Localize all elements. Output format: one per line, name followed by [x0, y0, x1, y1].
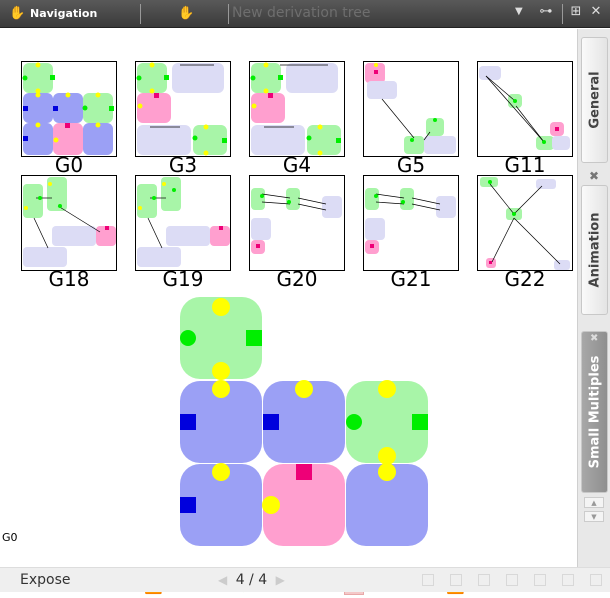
tab-general[interactable]: General [581, 37, 608, 163]
next-page-icon[interactable]: ▶ [275, 573, 285, 587]
hand-tool-icon[interactable]: ✋ [178, 6, 195, 21]
node-pink [263, 464, 345, 546]
thumbnail-label: G22 [504, 267, 546, 291]
link-icon[interactable]: ⊶ [539, 4, 553, 19]
node-green [180, 297, 262, 379]
thumbnail-g18[interactable] [21, 175, 117, 271]
expose-label[interactable]: Expose [20, 572, 71, 588]
thumbnail-label: G4 [282, 153, 312, 177]
derivation-tree-input[interactable]: New derivation tree [232, 5, 371, 21]
layout-icon[interactable] [506, 574, 518, 586]
thumbnail-g22[interactable] [477, 175, 573, 271]
node-green [346, 381, 428, 463]
thumbnail-label: G0 [54, 153, 84, 177]
thumbnail-g5[interactable] [363, 61, 459, 157]
page-navigator: ◀ 4 / 4 ▶ [218, 572, 285, 588]
hand-icon[interactable]: ✋ [9, 6, 26, 21]
node-blue [346, 464, 428, 546]
scroll-up-button[interactable]: ▲ [584, 497, 604, 508]
separator [562, 4, 563, 24]
navigation-title: Navigation [30, 7, 98, 20]
dropdown-arrow-icon[interactable]: ▼ [515, 6, 523, 17]
node-blue [180, 381, 262, 463]
thumbnail-g4[interactable] [249, 61, 345, 157]
thumbnail-label: G19 [162, 267, 204, 291]
separator [140, 4, 141, 24]
layout-icon[interactable] [422, 574, 434, 586]
graph-detail-view[interactable] [176, 295, 436, 555]
thumbnail-g21[interactable] [363, 175, 459, 271]
node-blue [263, 381, 345, 463]
close-tab-icon[interactable]: ✖ [590, 333, 599, 344]
status-bar: Expose ◀ 4 / 4 ▶ [0, 567, 610, 592]
scroll-down-button[interactable]: ▼ [584, 511, 604, 522]
side-tab-bar: General ✖ Animation Small Multiples ✖ ▲ … [577, 29, 610, 567]
tab-animation[interactable]: Animation [581, 185, 608, 315]
separator [228, 4, 229, 24]
prev-page-icon[interactable]: ◀ [218, 573, 228, 587]
small-multiples-view: G0 G3 [0, 29, 577, 595]
thumbnail-label: G18 [48, 267, 90, 291]
thumbnail-g3[interactable] [135, 61, 231, 157]
thumbnail-label: G3 [168, 153, 198, 177]
layout-icon[interactable] [534, 574, 546, 586]
thumbnail-g19[interactable] [135, 175, 231, 271]
thumbnail-g20[interactable] [249, 175, 345, 271]
thumbnail-g11[interactable] [477, 61, 573, 157]
layout-icon[interactable] [450, 574, 462, 586]
thumbnail-g0[interactable] [21, 61, 117, 157]
fit-window-icon[interactable]: ⊞ [570, 4, 582, 19]
thumbnail-label: G11 [504, 153, 546, 177]
page-indicator: 4 / 4 [235, 572, 268, 588]
close-tab-icon[interactable]: ✖ [589, 169, 600, 183]
tab-small-multiples[interactable]: Small Multiples [581, 331, 608, 493]
thumbnail-label: G20 [276, 267, 318, 291]
layout-icon[interactable] [478, 574, 490, 586]
thumbnail-label: G21 [390, 267, 432, 291]
layout-icon[interactable] [590, 574, 602, 586]
thumbnail-label: G5 [396, 153, 426, 177]
node-blue [180, 464, 262, 546]
selected-graph-label: G0 [2, 531, 18, 544]
layout-icon[interactable] [562, 574, 574, 586]
title-bar: ✋ Navigation ✋ New derivation tree ▼ ⊶ ⊞… [0, 0, 610, 28]
close-icon[interactable]: ✕ [590, 4, 602, 19]
